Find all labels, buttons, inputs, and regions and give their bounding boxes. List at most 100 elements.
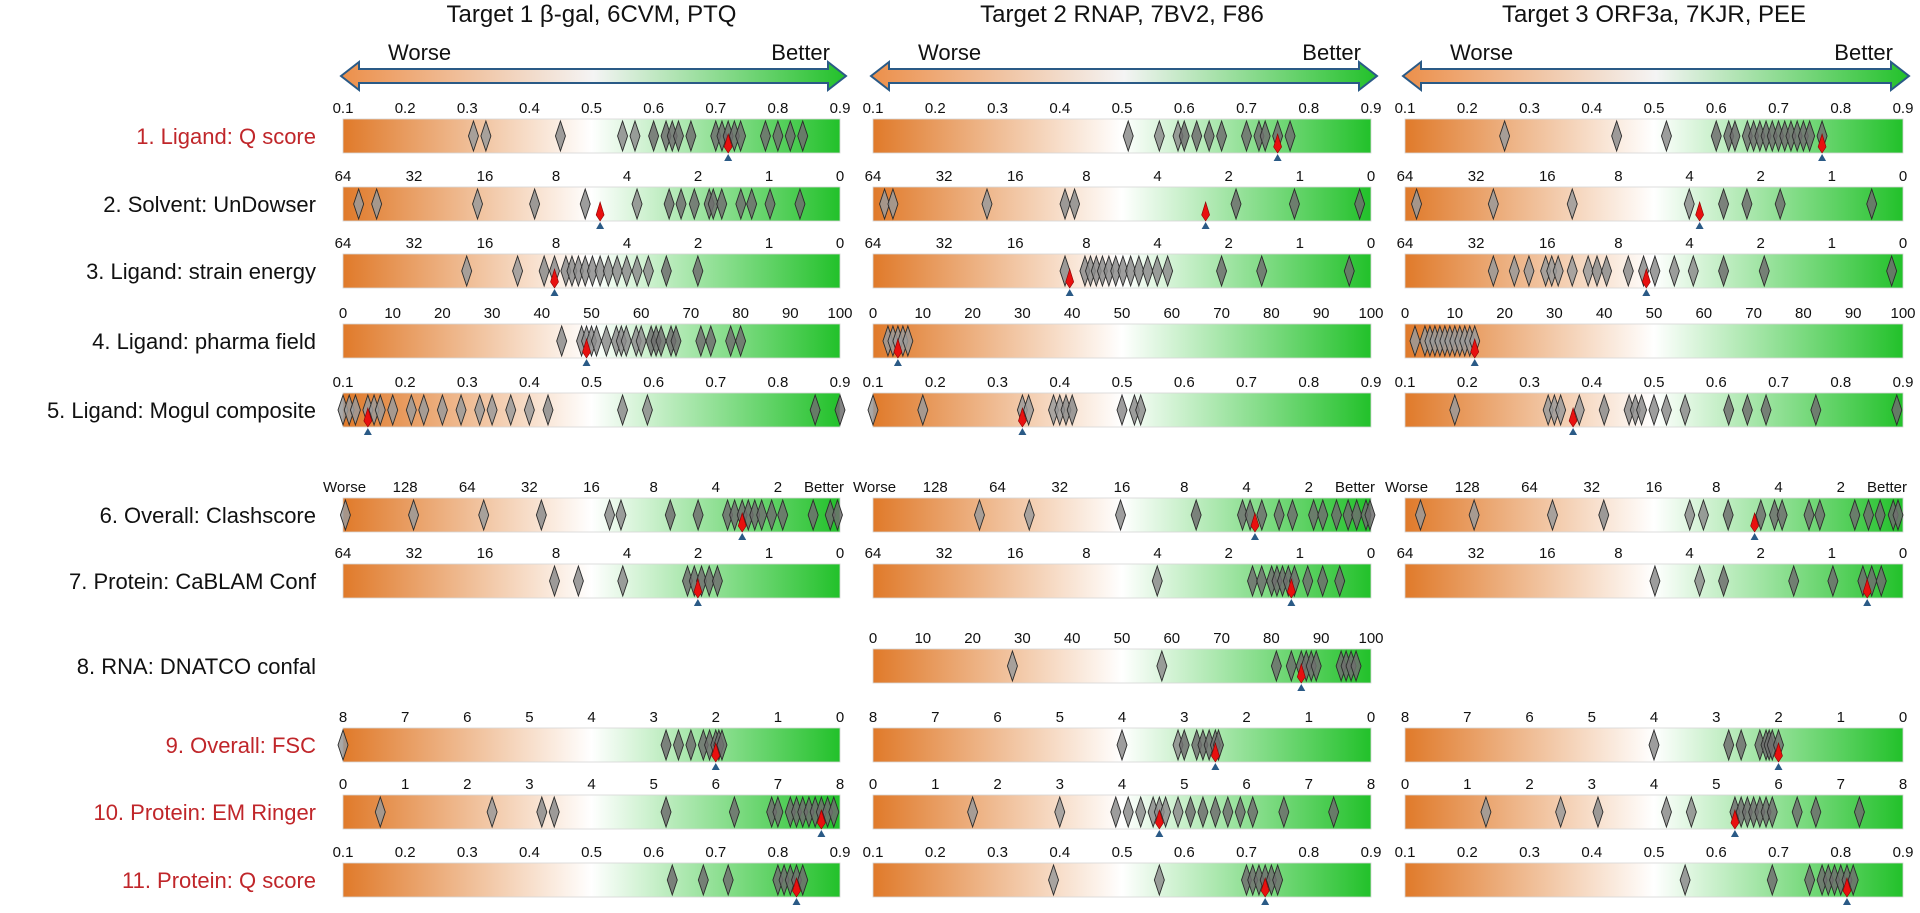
tick-label: 0: [1401, 305, 1409, 322]
strip-row-4-target-2: 0 10 20 30 40 50 60 70 80 90 100: [869, 305, 1384, 366]
target-2-title: Target 2 RNAP, 7BV2, F86: [980, 1, 1264, 28]
entry-diamond: [692, 498, 704, 532]
tick-label: 0: [836, 168, 844, 185]
gradient-bar: [342, 118, 841, 154]
submission-marker: [1774, 741, 1783, 763]
entry-diamond: [1573, 393, 1585, 427]
tick-label: 2: [1837, 479, 1845, 496]
tick-label: 128: [923, 479, 948, 496]
entry-diamond: [711, 564, 723, 598]
entry-diamond: [1611, 119, 1623, 153]
entry-diamond: [666, 863, 678, 897]
tick-label: 100: [1358, 305, 1383, 322]
entry-diamond: [917, 393, 929, 427]
submission-arrow-icon: [1842, 898, 1851, 905]
tick-label: 0.8: [1830, 844, 1851, 861]
tick-label: 50: [1114, 305, 1131, 322]
entry-diamond: [1069, 187, 1081, 221]
entry-diamond: [1758, 254, 1770, 288]
entry-diamond: [572, 564, 584, 598]
tick-label: 16: [583, 479, 600, 496]
row-label-2: 2. Solvent: UnDowser: [103, 192, 316, 217]
entry-diamond: [777, 498, 789, 532]
tick-label: 0.5: [1112, 844, 1133, 861]
tick-label: 6: [463, 709, 471, 726]
entry-diamond: [1364, 498, 1376, 532]
tick-label: 0.9: [830, 844, 851, 861]
tick-label: 1: [765, 235, 773, 252]
tick-label: 64: [459, 479, 476, 496]
entry-diamond: [797, 863, 809, 897]
gradient-bar: [342, 727, 841, 763]
entry-diamond: [735, 187, 747, 221]
entry-diamond: [1636, 393, 1648, 427]
entry-diamond: [772, 795, 784, 829]
tick-label: 64: [865, 235, 882, 252]
entry-diamond: [722, 863, 734, 897]
tick-label: 0: [836, 545, 844, 562]
entry-diamond: [1115, 498, 1127, 532]
gradient-bar: [1404, 186, 1904, 222]
gradient-bar: [1404, 118, 1904, 154]
tick-label: 8: [1614, 168, 1622, 185]
tick-label: 10: [1446, 305, 1463, 322]
entry-diamond: [1847, 863, 1859, 897]
entry-diamond: [1891, 393, 1903, 427]
entry-diamond: [1153, 119, 1165, 153]
entry-diamond: [1247, 795, 1259, 829]
entry-diamond: [1334, 564, 1346, 598]
entry-diamond: [1122, 795, 1134, 829]
entry-diamond: [1415, 498, 1426, 532]
submission-arrow-icon: [738, 533, 747, 540]
entry-diamond: [339, 498, 351, 532]
entry-diamond: [1125, 254, 1137, 288]
tick-label: 1: [765, 168, 773, 185]
entry-diamond: [648, 119, 660, 153]
submission-arrow-icon: [1250, 533, 1259, 540]
strip-row-10-target-1: 0 1 2 3 4 5 6 7 8: [339, 776, 844, 837]
tick-label: 8: [836, 776, 844, 793]
submission-marker: [1568, 406, 1578, 428]
strip-row-3-target-1: 64 32 16 8 4 2 1 0: [335, 235, 844, 296]
entry-diamond: [1287, 498, 1298, 532]
tick-label: 0.1: [863, 374, 884, 391]
tick-label: 100: [1358, 630, 1383, 647]
entry-diamond: [486, 795, 498, 829]
entry-diamond: [1190, 498, 1202, 532]
submission-arrow-icon: [1273, 154, 1282, 161]
entry-diamond: [1683, 187, 1695, 221]
entry-diamond: [1788, 564, 1800, 598]
tick-label: 6: [1774, 776, 1782, 793]
entry-diamond: [867, 393, 879, 427]
target-2-better-label: Better: [1302, 40, 1361, 65]
entry-diamond: [1718, 564, 1730, 598]
tick-label: 1: [1828, 545, 1836, 562]
tick-label: 30: [1014, 305, 1031, 322]
submission-arrow-icon: [1642, 289, 1651, 296]
tick-label: 8: [1082, 168, 1090, 185]
tick-label: 0: [339, 776, 347, 793]
tick-label: 64: [1397, 545, 1414, 562]
entry-diamond: [1774, 187, 1786, 221]
entry-diamond: [1284, 119, 1296, 153]
tick-label: 0: [836, 235, 844, 252]
tick-label: 128: [393, 479, 418, 496]
submission-arrow-icon: [693, 599, 702, 606]
tick-label: 0.1: [863, 100, 884, 117]
entry-diamond: [1317, 564, 1329, 598]
entry-diamond: [1270, 649, 1282, 683]
row-labels: 1. Ligand: Q score 2. Solvent: UnDowser 3.…: [47, 124, 317, 893]
entry-diamond: [673, 119, 684, 153]
tick-label: 90: [1313, 630, 1330, 647]
entry-diamond: [772, 119, 784, 153]
entry-diamond: [879, 187, 891, 221]
entry-diamond: [697, 863, 709, 897]
tick-label: 0.2: [1457, 374, 1478, 391]
submission-marker: [1750, 511, 1759, 533]
tick-label: 0.8: [1298, 374, 1319, 391]
tick-label: 32: [936, 168, 953, 185]
tick-label: 0.8: [1830, 100, 1851, 117]
submission-arrow-icon: [1261, 898, 1270, 905]
tick-label: 6: [1525, 709, 1533, 726]
tick-label: 0.9: [1361, 100, 1382, 117]
